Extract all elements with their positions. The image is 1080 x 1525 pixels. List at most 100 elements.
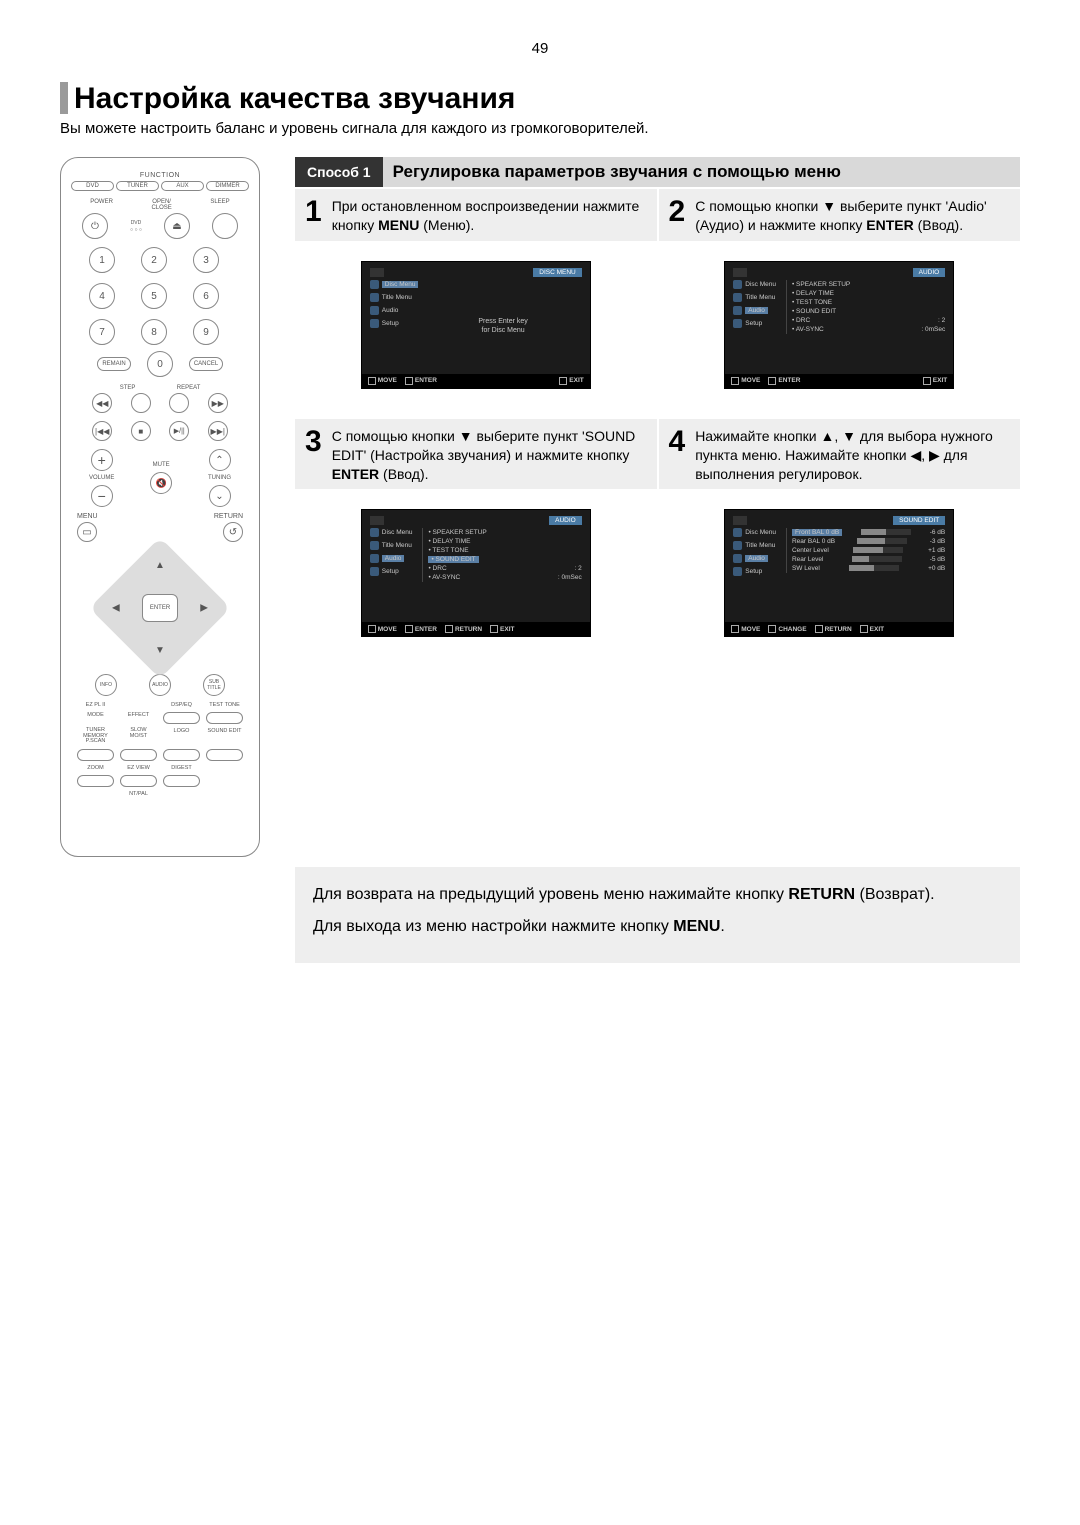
footer-note: Для возврата на предыдущий уровень меню … <box>295 867 1020 963</box>
repeat-button <box>169 393 189 413</box>
vol-down: − <box>91 485 113 507</box>
label-volume: VOLUME <box>89 475 114 481</box>
vol-up: + <box>91 449 113 471</box>
power-button: ⏻ <box>82 213 108 239</box>
remote-btn-aux: AUX <box>161 181 204 191</box>
eject-button: ⏏ <box>164 213 190 239</box>
num-7: 7 <box>89 319 115 345</box>
remote-control-diagram: FUNCTION DVD TUNER AUX DIMMER POWER OPEN… <box>60 157 260 857</box>
step-1-number: 1 <box>305 197 322 235</box>
label-slow: SLOW MO/ST <box>120 728 157 745</box>
step-3-number: 3 <box>305 427 322 484</box>
tv-screen-4: SOUND EDIT Disc Menu Title Menu Audio Se… <box>724 509 954 637</box>
tune-up: ⌃ <box>209 449 231 471</box>
label-menu: MENU <box>77 513 98 520</box>
label-testtone: TEST TONE <box>206 702 243 708</box>
tv-menu-item: • SOUND EDIT <box>786 307 945 316</box>
mini-btn-7 <box>77 775 114 787</box>
dpad-right-icon: ▶ <box>200 603 208 614</box>
tv-slider-row: Rear BAL 0 dB-3 dB <box>786 537 945 546</box>
title-bar: Настройка качества звучания <box>60 82 1020 116</box>
menu-button: ▭ <box>77 522 97 542</box>
tv3-left-menu: Disc Menu Title Menu Audio Setup <box>370 528 413 620</box>
label-mute: MUTE <box>153 462 170 468</box>
tv1-header: DISC MENU <box>533 268 581 277</box>
label-digest: DIGEST <box>163 765 200 771</box>
method-header: Способ 1 Регулировка параметров звучания… <box>295 157 1020 187</box>
tv-slider-row: SW Level +0 dB <box>786 564 945 573</box>
tv-menu-item: • DELAY TIME <box>786 289 945 298</box>
remote-btn-dimmer: DIMMER <box>206 181 249 191</box>
tv2-left-menu: Disc Menu Title Menu Audio Setup <box>733 280 776 372</box>
step-button <box>131 393 151 413</box>
tv1-msg2: for Disc Menu <box>482 327 525 334</box>
label-step: STEP <box>120 385 136 391</box>
mini-btn-3 <box>77 749 114 761</box>
enter-button: ENTER <box>142 594 178 622</box>
label-power: POWER <box>90 199 113 211</box>
tune-down: ⌄ <box>209 485 231 507</box>
num-6: 6 <box>193 283 219 309</box>
num-5: 5 <box>141 283 167 309</box>
play-pause-button: ▶/|| <box>169 421 189 441</box>
tv-slider-row: Center Level +1 dB <box>786 546 945 555</box>
tv-menu-item: • SPEAKER SETUP <box>422 528 581 537</box>
label-repeat: REPEAT <box>177 385 201 391</box>
tv-slider-row: Front BAL 0 dB-6 dB <box>786 528 945 537</box>
method-title: Регулировка параметров звучания с помощь… <box>383 157 1020 187</box>
mini-btn-4 <box>120 749 157 761</box>
tv1-left-menu: Disc Menu Title Menu Audio Setup <box>370 280 419 372</box>
method-tag: Способ 1 <box>295 157 383 187</box>
sleep-button <box>212 213 238 239</box>
tv-screen-1: DISC MENU Disc Menu Title Menu Audio Set… <box>361 261 591 389</box>
mini-btn-1 <box>163 712 200 724</box>
audio-button: AUDIO <box>149 674 171 696</box>
num-4: 4 <box>89 283 115 309</box>
num-3: 3 <box>193 247 219 273</box>
step-1: 1 При остановленном воспроизведении нажм… <box>295 189 657 241</box>
prev-button: |◀◀ <box>92 421 112 441</box>
dpad-down-icon: ▼ <box>155 645 165 656</box>
next-button: ▶▶| <box>208 421 228 441</box>
num-0: 0 <box>147 351 173 377</box>
tv-menu-item: • AV-SYNC: 0mSec <box>786 325 945 334</box>
step-3: 3 С помощью кнопки ▼ выберите пункт 'SOU… <box>295 419 657 490</box>
label-mode: MODE <box>77 712 114 724</box>
tv-menu-item: • AV-SYNC: 0mSec <box>422 573 581 582</box>
label-ntpal: NT/PAL <box>120 791 157 797</box>
tv-menu-item: • SPEAKER SETUP <box>786 280 945 289</box>
label-ezpl: EZ PL II <box>77 702 114 708</box>
label-dspeq: DSP/EQ <box>163 702 200 708</box>
forward-button: ▶▶ <box>208 393 228 413</box>
step-2-number: 2 <box>669 197 686 235</box>
step-2-text: С помощью кнопки ▼ выберите пункт 'Audio… <box>695 197 1010 235</box>
step-4-number: 4 <box>669 427 686 484</box>
label-open-close: OPEN/ CLOSE <box>151 199 171 211</box>
dpad-left-icon: ◀ <box>112 603 120 614</box>
subtitle-button: SUB TITLE <box>203 674 225 696</box>
cancel-button: CANCEL <box>189 357 223 371</box>
rewind-button: ◀◀ <box>92 393 112 413</box>
label-zoom: ZOOM <box>77 765 114 771</box>
tv-menu-item: • TEST TONE <box>786 298 945 307</box>
mini-btn-9 <box>163 775 200 787</box>
tv1-msg1: Press Enter key <box>478 318 527 325</box>
num-9: 9 <box>193 319 219 345</box>
page-number: 49 <box>60 40 1020 57</box>
tv2-header: AUDIO <box>913 268 946 277</box>
mini-btn-5 <box>163 749 200 761</box>
mute-button: 🔇 <box>150 472 172 494</box>
step-4-text: Нажимайте кнопки ▲, ▼ для выбора нужного… <box>695 427 1010 484</box>
tv-menu-item: • DRC: 2 <box>422 564 581 573</box>
tv-menu-item: • SOUND EDIT <box>422 555 581 564</box>
tv3-header: AUDIO <box>549 516 582 525</box>
mini-btn-2 <box>206 712 243 724</box>
tv-menu-item: • TEST TONE <box>422 546 581 555</box>
function-label: FUNCTION <box>71 172 249 179</box>
label-soundedit: SOUND EDIT <box>206 728 243 745</box>
tv-screen-2: AUDIO Disc Menu Title Menu Audio Setup •… <box>724 261 954 389</box>
label-tuner-mem: TUNER MEMORY P.SCAN <box>77 728 114 745</box>
page-title: Настройка качества звучания <box>74 82 515 116</box>
dpad-up-icon: ▲ <box>155 560 165 571</box>
mini-btn-8 <box>120 775 157 787</box>
